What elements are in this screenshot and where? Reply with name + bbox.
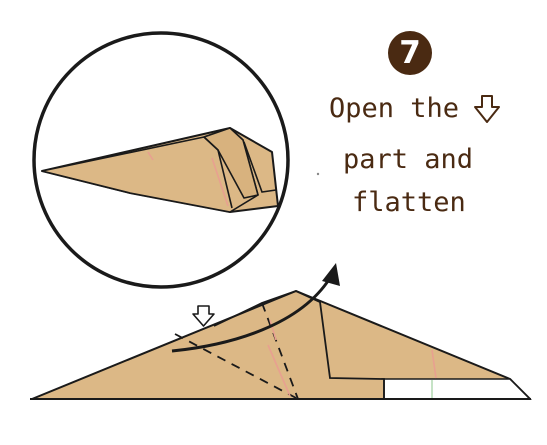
instruction-line-1: Open the — [329, 93, 460, 124]
instruction-line-2: part and — [343, 144, 474, 175]
down-arrow-icon — [472, 94, 502, 128]
open-arrow — [171, 263, 340, 353]
detail-magnifier — [32, 31, 290, 289]
detail-crease-1 — [147, 151, 154, 161]
small-down-arrow-icon — [192, 305, 215, 327]
white-strip — [383, 378, 532, 400]
instruction-line-3: flatten — [352, 187, 466, 218]
dashed-fold-1 — [174, 333, 299, 400]
main-figure — [30, 290, 532, 400]
main-crease-3 — [431, 349, 437, 379]
detail-fold-line — [203, 136, 233, 209]
main-crease-2 — [267, 344, 291, 397]
main-crease-1 — [269, 319, 277, 341]
detail-crease-2 — [211, 157, 229, 207]
step-number-badge: 7 — [388, 31, 432, 75]
detail-edge-line — [243, 141, 277, 193]
dashed-fold-2 — [261, 302, 299, 400]
